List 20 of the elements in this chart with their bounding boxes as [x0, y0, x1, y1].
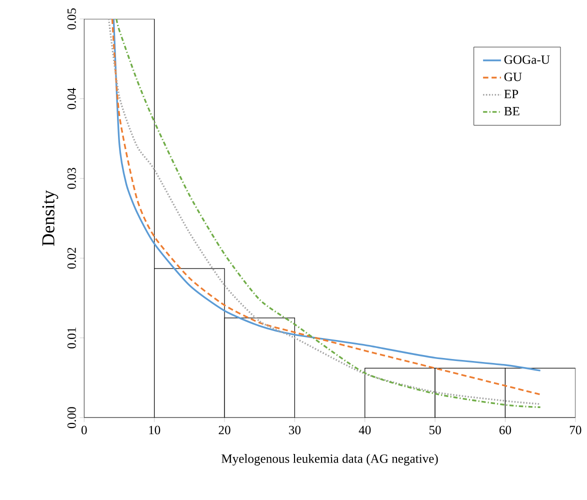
- y-axis-title: Density: [42, 190, 58, 246]
- x-tick-label: 30: [289, 426, 301, 434]
- legend-label: BE: [504, 107, 520, 116]
- legend-label: GOGa-U: [504, 56, 550, 64]
- x-tick-label: 40: [358, 426, 371, 434]
- y-tick-label: 0.04: [67, 88, 76, 110]
- legend-label: GU: [504, 72, 522, 82]
- y-tick-label: 0.03: [67, 168, 76, 190]
- x-tick-label: 20: [218, 426, 230, 434]
- y-tick-label: 0.02: [67, 248, 76, 269]
- y-tick-label: 0.01: [67, 328, 76, 349]
- x-tick-label: 60: [499, 426, 512, 434]
- x-tick-label: 10: [149, 426, 160, 434]
- y-tick-label: 0.05: [67, 8, 76, 30]
- x-tick-label: 50: [429, 426, 441, 434]
- x-tick-label: 0: [81, 426, 87, 434]
- y-tick-label: 0.00: [67, 407, 76, 428]
- x-tick-label: 70: [570, 426, 582, 434]
- x-axis-title: Myelogenous leukemia data (AG negative): [222, 454, 438, 466]
- legend-label: EP: [504, 90, 518, 98]
